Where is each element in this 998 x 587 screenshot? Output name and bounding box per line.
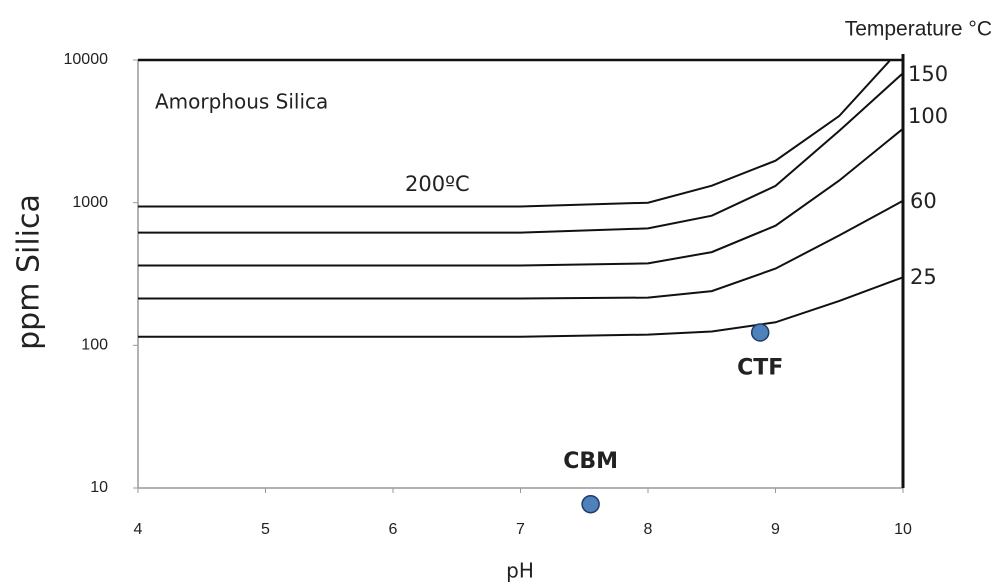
x-tick-label: 8: [644, 521, 653, 538]
x-axis-label: pH: [506, 559, 534, 583]
y-tick-label: 10: [90, 479, 108, 496]
series-label: 100: [908, 104, 948, 128]
x-tick-label: 9: [771, 521, 780, 538]
curve: [138, 199, 904, 300]
x-tick-label: 4: [134, 521, 143, 538]
series-label: 60: [910, 189, 937, 213]
curve: [138, 59, 892, 208]
curve: [138, 72, 904, 234]
x-tick-label: 10: [894, 521, 912, 538]
sample-point: [750, 323, 770, 342]
annotation: Amorphous Silica: [155, 90, 328, 114]
sample-point: [581, 494, 600, 514]
curve: [138, 276, 904, 338]
y-tick-label: 1000: [72, 194, 108, 211]
y-tick-label: 100: [81, 337, 108, 354]
series-label: 25: [910, 265, 937, 289]
series-label: 200ºC: [405, 172, 470, 196]
sample-label: CBM: [563, 449, 618, 474]
y-axis-label: ppm Silica: [12, 194, 47, 350]
x-tick-label: 6: [389, 521, 398, 538]
curve: [138, 127, 904, 267]
y-tick-label: 10000: [64, 51, 109, 68]
annotation: Temperature °C: [845, 18, 992, 41]
series-label: 150: [908, 62, 948, 86]
sample-label: CTF: [737, 356, 783, 381]
x-tick-label: 5: [261, 521, 270, 538]
x-tick-label: 7: [516, 521, 525, 538]
